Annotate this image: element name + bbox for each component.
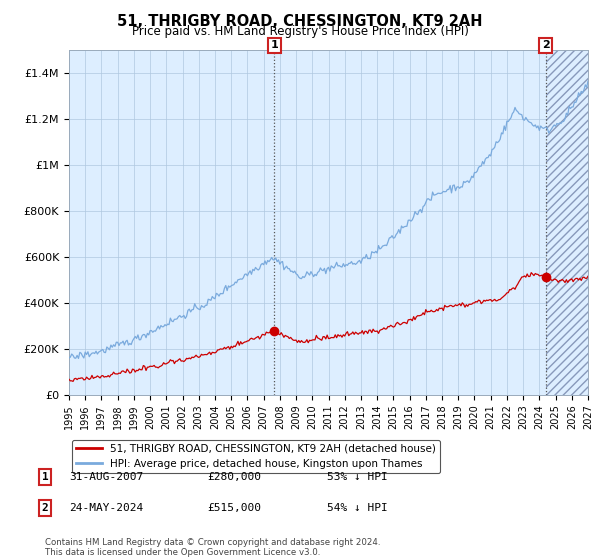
Legend: 51, THRIGBY ROAD, CHESSINGTON, KT9 2AH (detached house), HPI: Average price, det: 51, THRIGBY ROAD, CHESSINGTON, KT9 2AH (… bbox=[71, 440, 440, 473]
Text: £515,000: £515,000 bbox=[207, 503, 261, 513]
Text: 53% ↓ HPI: 53% ↓ HPI bbox=[327, 472, 388, 482]
Text: 1: 1 bbox=[271, 40, 278, 50]
Bar bbox=[545, 50, 588, 395]
Text: Price paid vs. HM Land Registry's House Price Index (HPI): Price paid vs. HM Land Registry's House … bbox=[131, 25, 469, 38]
Text: 51, THRIGBY ROAD, CHESSINGTON, KT9 2AH: 51, THRIGBY ROAD, CHESSINGTON, KT9 2AH bbox=[117, 14, 483, 29]
Text: 2: 2 bbox=[542, 40, 550, 50]
Text: Contains HM Land Registry data © Crown copyright and database right 2024.
This d: Contains HM Land Registry data © Crown c… bbox=[45, 538, 380, 557]
Text: 31-AUG-2007: 31-AUG-2007 bbox=[69, 472, 143, 482]
Text: 1: 1 bbox=[41, 472, 49, 482]
Text: 24-MAY-2024: 24-MAY-2024 bbox=[69, 503, 143, 513]
Text: 54% ↓ HPI: 54% ↓ HPI bbox=[327, 503, 388, 513]
Text: 2: 2 bbox=[41, 503, 49, 513]
Text: £280,000: £280,000 bbox=[207, 472, 261, 482]
